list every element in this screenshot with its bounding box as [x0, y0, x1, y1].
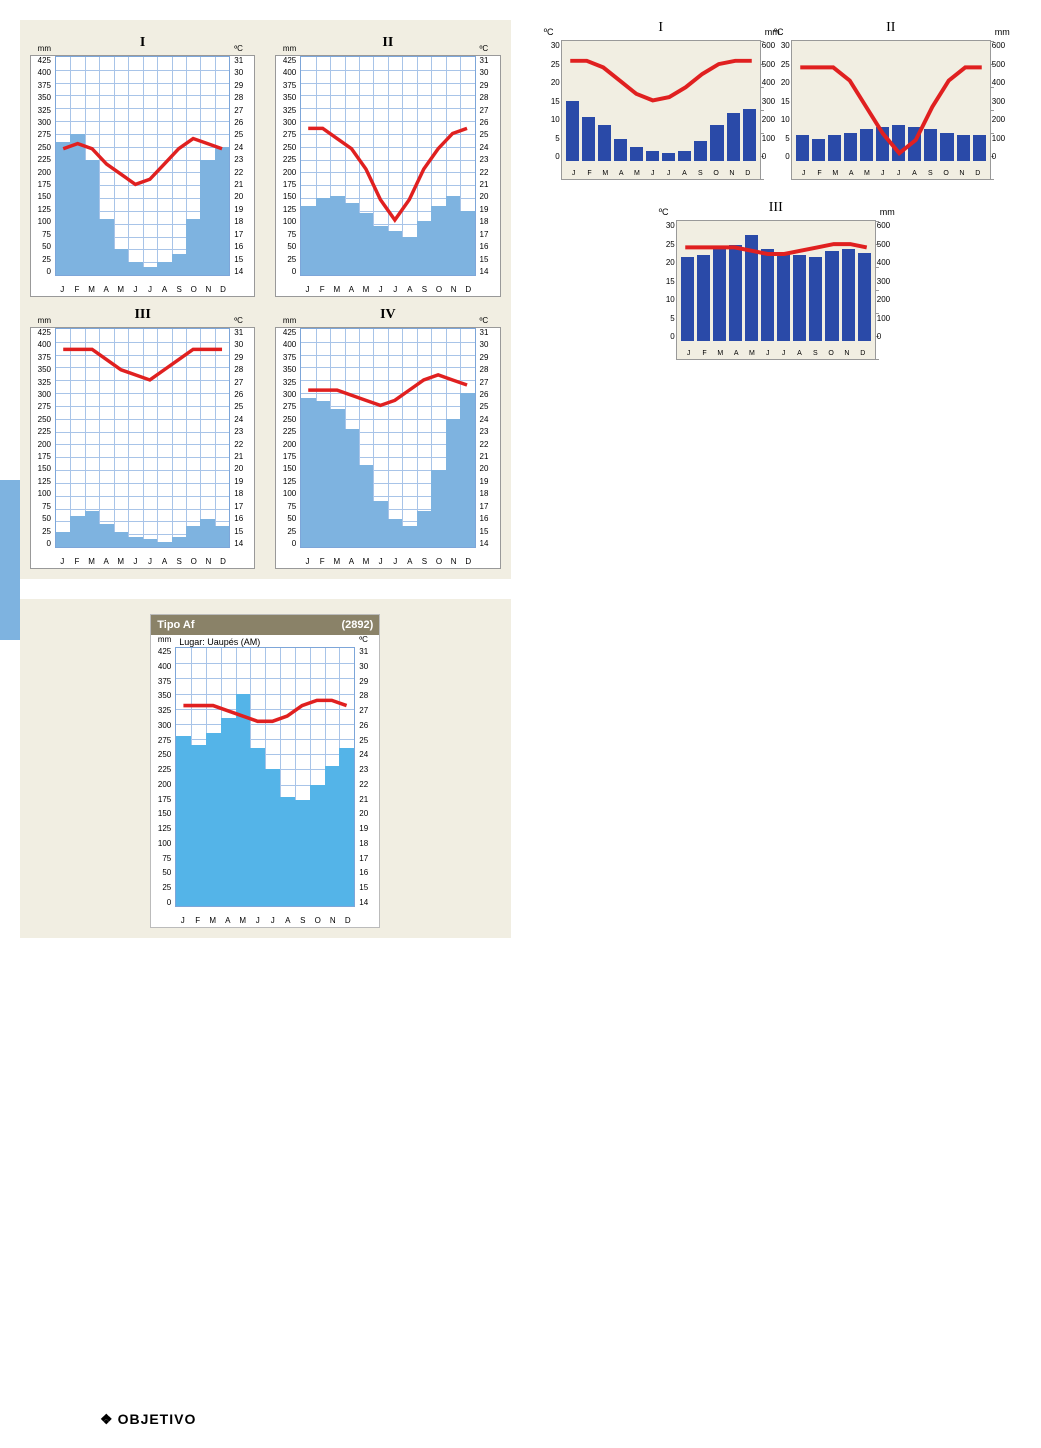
climograph-III: mm42540037535032530027525022520017515012… [30, 327, 255, 569]
temp-line [63, 349, 222, 380]
temp-line [570, 61, 752, 101]
rc-title: II [791, 20, 991, 36]
c-unit: ºC [480, 44, 489, 53]
quad-title-III: III [30, 307, 255, 323]
precip-bar [157, 262, 171, 275]
af-place: Lugar: Uaupés (AM) [151, 635, 379, 647]
precip-bar [200, 519, 214, 547]
rc-title: I [561, 20, 761, 36]
mm-unit: mm [38, 44, 51, 53]
af-title: Tipo Af [157, 619, 194, 631]
precip-bar [99, 524, 113, 547]
c-unit: ºC [480, 316, 489, 325]
precip-bar [70, 516, 84, 547]
precip-bar [186, 526, 200, 547]
precip-bar [172, 537, 186, 547]
side-tab [0, 480, 20, 640]
precip-bar [56, 532, 70, 547]
temp-line [308, 128, 467, 220]
c-unit: ºC [234, 44, 243, 53]
precip-bar [128, 537, 142, 547]
right-panel: IºCmm3025201510506005004003002001000JFMA… [531, 20, 1022, 360]
precip-bar [373, 226, 387, 275]
precip-bar [402, 237, 416, 275]
quad-title-IV: IV [275, 307, 500, 323]
right-chart-II: IIºCmm3025201510506005004003002001000JFM… [791, 20, 991, 180]
temp-line [184, 700, 347, 721]
temp-line [800, 67, 982, 153]
quad-panel: Imm4254003753503253002752502252001751501… [20, 20, 511, 579]
af-panel: Tipo Af (2892) Lugar: Uaupés (AM) mm4254… [20, 599, 511, 938]
precip-bar [85, 511, 99, 547]
precip-bar [128, 262, 142, 275]
precip-bar [172, 254, 186, 275]
precip-bar [388, 231, 402, 275]
mm-unit: mm [38, 316, 51, 325]
right-chart-III: IIIºCmm3025201510506005004003002001000JF… [676, 200, 876, 360]
precip-bar [143, 267, 157, 275]
climograph-IV: mm42540037535032530027525022520017515012… [275, 327, 500, 569]
climograph-II: mm42540037535032530027525022520017515012… [275, 55, 500, 297]
af-code: (2892) [341, 619, 373, 631]
right-chart-I: IºCmm3025201510506005004003002001000JFMA… [561, 20, 761, 180]
precip-bar [388, 519, 402, 547]
precip-bar [215, 526, 229, 547]
precip-bar [373, 501, 387, 547]
precip-bar [114, 532, 128, 547]
af-climograph: Tipo Af (2892) Lugar: Uaupés (AM) mm4254… [150, 614, 380, 928]
c-unit: ºC [359, 635, 368, 644]
quad-title-I: I [30, 35, 255, 51]
climograph-I: mm42540037535032530027525022520017515012… [30, 55, 255, 297]
footer-logo: OBJETIVO [100, 1411, 196, 1428]
temp-line [63, 139, 222, 185]
precip-bar [417, 511, 431, 547]
temp-line [685, 244, 867, 254]
c-unit: ºC [234, 316, 243, 325]
precip-bar [114, 249, 128, 275]
precip-bar [157, 542, 171, 547]
quad-title-II: II [275, 35, 500, 51]
precip-bar [402, 526, 416, 547]
mm-unit: mm [283, 316, 296, 325]
mm-unit: mm [158, 635, 171, 644]
precip-bar [143, 539, 157, 547]
mm-unit: mm [283, 44, 296, 53]
temp-line [308, 375, 467, 406]
